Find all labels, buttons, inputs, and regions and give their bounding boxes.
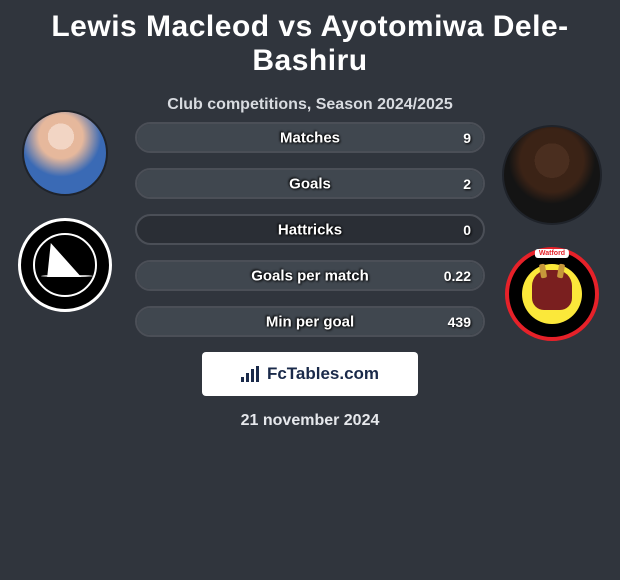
stat-value-right: 0.22 [444,268,471,284]
stat-bar: Hattricks 0 [135,214,485,245]
stat-bar: Goals per match 0.22 [135,260,485,291]
stat-label: Min per goal [266,313,354,330]
stat-label: Hattricks [278,221,342,238]
stat-value-right: 0 [463,222,471,238]
stat-label: Goals [289,175,331,192]
stat-label: Goals per match [251,267,369,284]
brand-badge: FcTables.com [202,352,418,396]
card-title: Lewis Macleod vs Ayotomiwa Dele-Bashiru [0,0,620,78]
stat-bars: Matches 9 Goals 2 Hattricks 0 Goals per match 0… [135,122,485,337]
stat-bar: Min per goal 439 [135,306,485,337]
club-left-badge [18,218,112,312]
player-left-avatar [22,110,108,196]
snapshot-date: 21 november 2024 [241,412,380,430]
stat-value-right: 9 [463,130,471,146]
stat-bar: Goals 2 [135,168,485,199]
club-right-badge: Watford [505,247,599,341]
player-right-avatar [502,125,602,225]
bars-icon [241,366,261,382]
stat-value-right: 439 [448,314,471,330]
club-right-name: Watford [535,249,569,258]
stat-value-right: 2 [463,176,471,192]
comparison-card: Lewis Macleod vs Ayotomiwa Dele-Bashiru … [0,0,620,580]
stat-bar: Matches 9 [135,122,485,153]
right-column: Watford [502,125,602,341]
brand-text: FcTables.com [267,364,379,384]
stat-label: Matches [280,129,340,146]
left-column [18,110,112,312]
